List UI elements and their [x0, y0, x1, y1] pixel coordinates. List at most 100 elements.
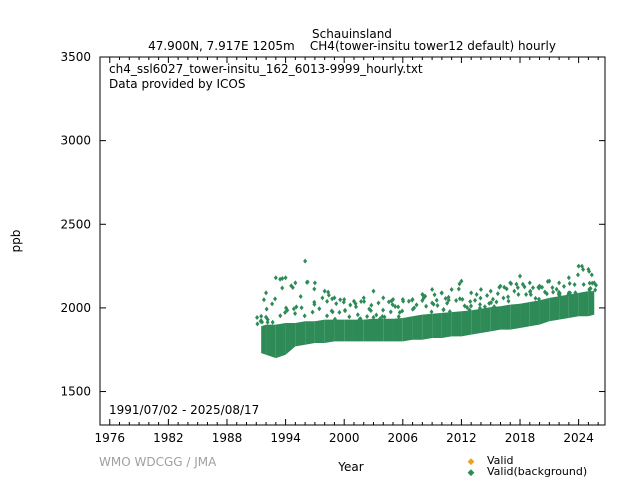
data-point — [482, 304, 487, 310]
data-point — [294, 304, 299, 310]
data-band — [295, 321, 306, 347]
data-point — [536, 296, 541, 302]
data-band — [383, 318, 394, 342]
data-point — [290, 284, 295, 290]
data-point — [414, 302, 419, 308]
data-point-max — [592, 280, 597, 286]
data-point — [270, 301, 275, 307]
data-point — [495, 291, 500, 297]
data-point-max — [391, 297, 396, 303]
data-point — [447, 309, 452, 315]
plot-area — [255, 258, 599, 359]
data-point — [371, 314, 376, 320]
data-point — [579, 263, 584, 269]
data-point — [506, 298, 511, 304]
data-band — [451, 311, 462, 337]
data-band — [393, 317, 403, 342]
data-point-max — [449, 287, 454, 293]
data-point — [516, 291, 521, 297]
date-range-annotation: 1991/07/02 - 2025/08/17 — [109, 403, 259, 417]
data-band — [285, 322, 296, 355]
data-point — [393, 303, 398, 309]
data-band — [568, 292, 579, 318]
data-point — [485, 292, 490, 298]
data-point-max — [508, 280, 513, 286]
data-point-max — [332, 295, 337, 301]
data-band — [520, 302, 530, 328]
data-band — [432, 312, 442, 339]
y-axis-label: ppb — [9, 230, 23, 253]
data-point-max — [273, 275, 278, 281]
data-point-max — [498, 283, 503, 289]
data-point — [317, 306, 322, 312]
data-point-max — [361, 295, 366, 301]
data-point — [357, 316, 362, 322]
data-point — [465, 305, 470, 311]
data-point — [551, 289, 556, 295]
data-point-max — [342, 297, 347, 303]
data-band — [275, 322, 286, 359]
data-point — [362, 299, 367, 305]
data-point — [469, 303, 474, 309]
x-tick-label: 1988 — [212, 431, 243, 445]
data-point — [400, 308, 405, 314]
data-point — [343, 307, 348, 313]
data-point — [581, 281, 586, 287]
data-band — [422, 313, 433, 340]
data-point — [368, 308, 373, 314]
data-point — [474, 291, 479, 297]
data-point — [445, 300, 450, 306]
data-point — [514, 281, 519, 287]
data-point-max — [586, 266, 591, 272]
data-point — [312, 301, 317, 307]
data-point — [456, 286, 461, 292]
data-point — [348, 302, 353, 308]
data-point-max — [371, 288, 376, 294]
data-band — [266, 324, 276, 359]
data-point — [467, 307, 472, 313]
legend-label-valid: Valid — [487, 454, 514, 467]
data-band — [578, 291, 589, 317]
data-point — [280, 285, 285, 291]
data-point — [326, 292, 331, 298]
data-point — [561, 283, 566, 289]
data-point — [347, 314, 352, 320]
provider-annotation: Data provided by ICOS — [109, 77, 245, 91]
data-point — [477, 305, 482, 311]
data-band — [490, 306, 501, 332]
data-point — [376, 300, 381, 306]
data-point — [304, 279, 309, 285]
data-point — [325, 313, 330, 319]
data-point — [524, 292, 529, 298]
data-point-max — [400, 297, 405, 303]
data-point — [264, 306, 269, 312]
y-tick-label: 3500 — [60, 50, 91, 64]
data-point — [557, 290, 562, 296]
data-point — [533, 295, 538, 301]
data-point — [284, 305, 289, 311]
data-point — [457, 281, 462, 287]
file-name-annotation: ch4_ssl6027_tower-insitu_162_6013-9999_h… — [109, 62, 423, 76]
data-point-max — [293, 280, 298, 286]
data-point — [421, 295, 426, 301]
data-point — [359, 299, 364, 305]
data-point-max — [312, 280, 317, 286]
x-tick-label: 1982 — [153, 431, 184, 445]
data-point-max — [259, 313, 264, 319]
data-point-max — [576, 263, 581, 269]
data-point — [390, 302, 395, 308]
data-point — [554, 286, 559, 292]
data-point — [504, 286, 509, 292]
data-point — [255, 314, 260, 320]
data-point — [473, 297, 478, 303]
data-point-max — [518, 273, 523, 279]
data-point — [396, 314, 401, 320]
x-tick-label: 1994 — [270, 431, 301, 445]
data-point — [487, 300, 492, 306]
data-point — [412, 305, 417, 311]
data-point — [457, 296, 462, 302]
data-point — [446, 294, 451, 300]
data-point-max — [488, 288, 493, 294]
data-point — [312, 286, 317, 292]
data-point — [434, 297, 439, 303]
